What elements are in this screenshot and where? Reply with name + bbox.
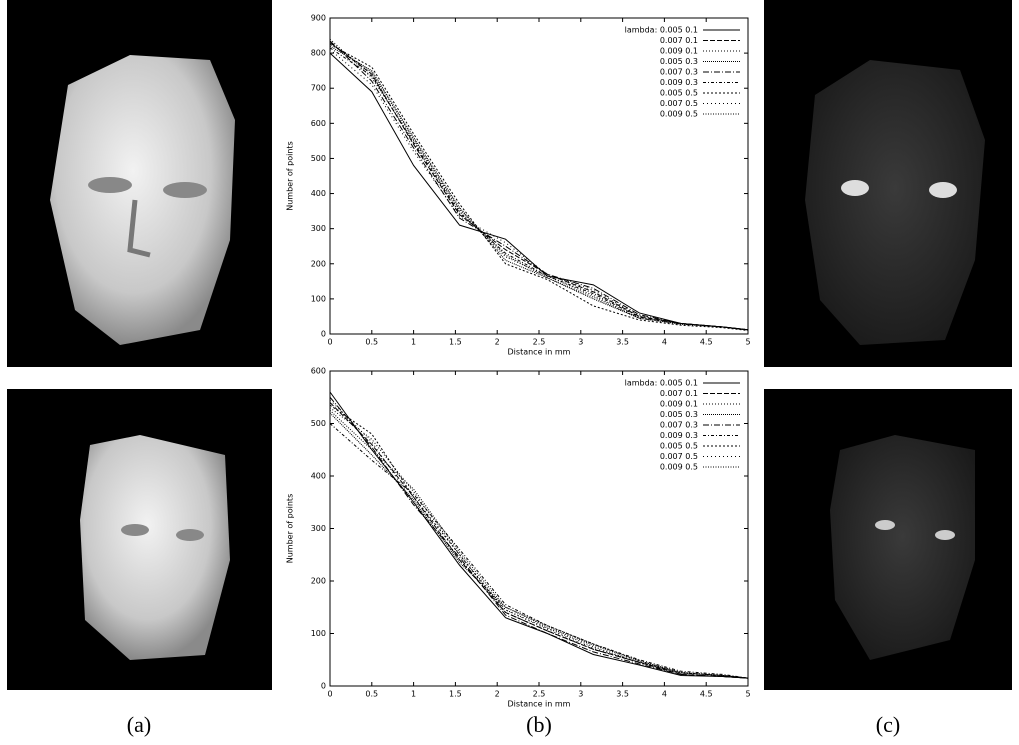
x-tick-label: 3: [578, 690, 583, 699]
x-tick-label: 2: [495, 338, 500, 347]
legend-label: 0.009 0.1: [660, 400, 698, 409]
series-line: [329, 412, 749, 679]
series-line: [329, 43, 749, 331]
series-line: [329, 45, 749, 331]
face-feature: [88, 177, 132, 193]
x-tick-label: 1.5: [449, 338, 462, 347]
x-tick-label: 0.5: [365, 690, 378, 699]
y-tick-label: 400: [311, 472, 326, 481]
error-spot: [875, 520, 895, 530]
face-feature: [127, 199, 151, 258]
x-tick-label: 0.5: [365, 338, 378, 347]
legend-label: 0.005 0.5: [660, 89, 698, 98]
legend-label: 0.009 0.3: [660, 431, 698, 440]
x-tick-label: 2.5: [533, 338, 546, 347]
x-tick-label: 3: [578, 338, 583, 347]
legend-label: 0.009 0.1: [660, 47, 698, 56]
caption: (a): [127, 712, 151, 737]
legend-label: 0.009 0.3: [660, 78, 698, 87]
y-tick-label: 300: [311, 524, 326, 533]
y-tick-label: 200: [311, 577, 326, 586]
legend-label: 0.005 0.5: [660, 442, 698, 451]
legend-label: 0.009 0.5: [660, 110, 698, 119]
face-feature: [163, 182, 207, 198]
x-tick-label: 0: [327, 338, 332, 347]
y-tick-label: 800: [311, 49, 326, 58]
legend-label: 0.007 0.1: [660, 36, 698, 45]
x-tick-label: 1: [411, 690, 416, 699]
y-tick-label: 900: [311, 14, 326, 23]
x-tick-label: 1.5: [449, 690, 462, 699]
y-tick-label: 500: [311, 419, 326, 428]
x-tick-label: 2.5: [533, 690, 546, 699]
x-tick-label: 1: [411, 338, 416, 347]
y-tick-label: 500: [311, 154, 326, 163]
legend-label: lambda: 0.005 0.1: [625, 26, 698, 35]
x-tick-label: 3.5: [616, 690, 629, 699]
y-tick-label: 700: [311, 84, 326, 93]
legend-label: 0.009 0.5: [660, 463, 698, 472]
legend-label: 0.007 0.5: [660, 452, 698, 461]
x-tick-label: 4: [662, 338, 667, 347]
y-tick-label: 600: [311, 119, 326, 128]
error-shape: [805, 60, 985, 345]
x-axis-label: Distance in mm: [508, 348, 571, 357]
series-line: [329, 42, 749, 331]
series-line: [329, 47, 749, 331]
legend-label: 0.007 0.3: [660, 68, 698, 77]
face-shape: [50, 55, 235, 345]
y-tick-label: 200: [311, 259, 326, 268]
y-tick-label: 600: [311, 367, 326, 376]
error-spot: [841, 180, 869, 196]
x-tick-label: 0: [327, 690, 332, 699]
face-shape: [80, 435, 230, 660]
series-line: [329, 42, 749, 331]
face-feature: [176, 529, 204, 541]
series-line: [329, 402, 749, 679]
caption: (b): [526, 712, 552, 737]
legend-label: 0.005 0.3: [660, 410, 698, 419]
y-tick-label: 300: [311, 224, 326, 233]
x-tick-label: 5: [745, 338, 750, 347]
y-tick-label: 0: [321, 682, 326, 691]
y-tick-label: 0: [321, 330, 326, 339]
error-spot: [935, 530, 955, 540]
x-tick-label: 4.5: [700, 338, 713, 347]
legend-label: 0.007 0.1: [660, 389, 698, 398]
series-line: [329, 410, 749, 679]
series-line: [329, 399, 749, 679]
caption: (c): [876, 712, 900, 737]
error-shape: [830, 435, 975, 660]
x-tick-label: 4.5: [700, 690, 713, 699]
x-tick-label: 2: [495, 690, 500, 699]
y-tick-label: 100: [311, 629, 326, 638]
face-feature: [121, 524, 149, 536]
legend-label: 0.007 0.3: [660, 421, 698, 430]
x-axis-label: Distance in mm: [508, 700, 571, 709]
legend-label: 0.005 0.3: [660, 57, 698, 66]
y-tick-label: 400: [311, 189, 326, 198]
legend-label: lambda: 0.005 0.1: [625, 379, 698, 388]
x-tick-label: 3.5: [616, 338, 629, 347]
y-axis-label: Number of points: [286, 141, 295, 211]
error-spot: [929, 182, 957, 198]
series-line: [329, 40, 749, 331]
y-tick-label: 100: [311, 294, 326, 303]
x-tick-label: 5: [745, 690, 750, 699]
y-axis-label: Number of points: [286, 494, 295, 564]
legend-label: 0.007 0.5: [660, 99, 698, 108]
series-line: [329, 396, 749, 679]
face-images: [7, 0, 1012, 690]
x-tick-label: 4: [662, 690, 667, 699]
